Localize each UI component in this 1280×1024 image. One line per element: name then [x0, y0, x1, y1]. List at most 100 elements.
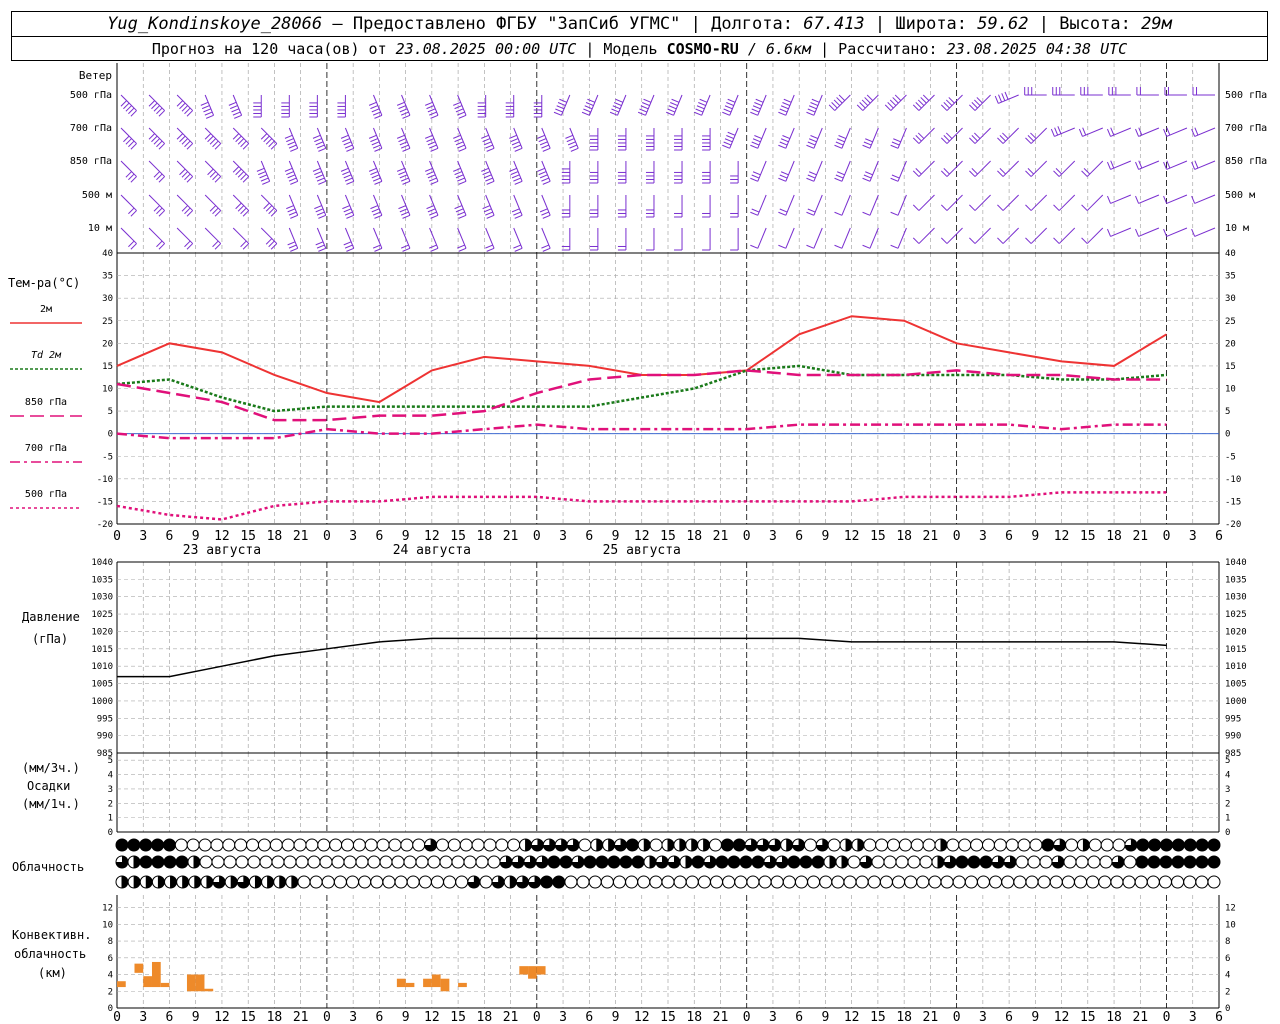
conv-tick-label: 12: [1225, 904, 1236, 914]
wind-barb-feather: [181, 171, 189, 178]
wind-barb-feather: [284, 134, 293, 139]
wind-barb: [232, 127, 250, 150]
wind-barb: [398, 194, 411, 219]
cloud-symbol: [867, 875, 881, 889]
wind-barb-feather: [430, 114, 439, 119]
cloud-symbol: [1148, 838, 1162, 852]
wind-barb-feather: [425, 134, 433, 139]
cloud-fill: [614, 839, 627, 852]
cloud-symbol: [792, 838, 806, 852]
cloud-circle: [710, 875, 724, 889]
wind-barb: [1192, 87, 1215, 96]
wind-barb-feather: [696, 105, 705, 110]
cloud-symbol: [483, 838, 497, 852]
time-tick-label: 3: [349, 529, 357, 544]
wind-barb-feather: [514, 247, 523, 252]
wind-barb-feather: [242, 210, 250, 217]
wind-barb: [617, 161, 627, 184]
wind-barb: [890, 194, 907, 216]
cloud-symbol: [281, 838, 295, 852]
cloud-symbol: [234, 838, 248, 852]
cloud-symbol: [970, 838, 984, 852]
cloud-fill: [127, 839, 140, 851]
cloud-symbol: [333, 875, 347, 889]
wind-barb: [1050, 126, 1075, 137]
temp-tick-label: 30: [102, 294, 113, 304]
wind-barb-feather: [454, 205, 463, 210]
wind-barb: [541, 227, 551, 252]
wind-barb-feather: [998, 94, 1003, 103]
cloud-fill: [938, 856, 944, 868]
cloud-fill: [213, 876, 226, 888]
time-tick-label: 6: [585, 529, 593, 544]
wind-barb-feather: [971, 102, 978, 109]
cloud-symbol: [1003, 855, 1017, 869]
wind-barb-feather: [288, 211, 297, 216]
wind-barb-feather: [242, 243, 250, 250]
wind-barb-feather: [971, 168, 978, 175]
cloud-fill: [500, 856, 512, 868]
cloud-fill: [1136, 839, 1149, 851]
wind-barb: [1106, 227, 1132, 237]
wind-barb-staff: [1002, 194, 1019, 211]
temp-tick-label: 5: [108, 407, 113, 417]
pressure-tick-label: 990: [97, 732, 113, 742]
wind-barb-feather: [567, 141, 576, 146]
time-tick-label: 0: [743, 529, 751, 544]
cloud-symbol: [703, 855, 717, 869]
wind-barb-feather: [201, 105, 210, 110]
time-tick-label: 18: [896, 1010, 912, 1024]
wind-barb-feather: [158, 243, 165, 250]
wind-barb-feather: [1106, 195, 1111, 204]
wind-barb: [674, 228, 683, 251]
wind-barb-feather: [372, 211, 381, 216]
wind-barb-feather: [200, 101, 209, 106]
cloud-symbol: [976, 875, 990, 889]
cloud-circle: [483, 838, 497, 852]
cloud-circle: [1088, 838, 1102, 852]
cloud-symbol: [503, 875, 517, 889]
forecast-label: Прогноз на 120 часа(ов) от: [151, 40, 387, 58]
wind-barb: [617, 195, 627, 218]
wind-barb-feather: [232, 166, 240, 173]
time-tick-label: 9: [822, 1010, 830, 1024]
time-tick-label: 0: [113, 529, 121, 544]
cloud-circle: [843, 875, 857, 889]
wind-barb-feather: [128, 173, 135, 181]
time-tick-label: 0: [1163, 1010, 1171, 1024]
wind-barb-feather: [1110, 127, 1115, 136]
cloud-fill: [608, 856, 620, 868]
wind-barb-staff: [813, 194, 823, 216]
wind-barb: [457, 227, 467, 252]
wind-barb-feather: [668, 105, 677, 110]
cloud-symbol: [151, 838, 165, 852]
wind-barb-feather: [205, 114, 214, 119]
cloud-symbol: [1088, 838, 1102, 852]
wind-barb: [340, 127, 355, 152]
wind-barb-staff: [1030, 194, 1048, 211]
wind-barb: [148, 227, 165, 250]
wind-barb-feather: [371, 108, 380, 113]
cloud-circle: [463, 855, 477, 869]
wind-barb-feather: [262, 180, 270, 185]
cloud-fill: [584, 856, 596, 868]
cloud-fill: [1083, 839, 1090, 851]
cloud-symbol: [1146, 875, 1160, 889]
cloud-symbol: [495, 838, 509, 852]
time-tick-label: 0: [533, 529, 541, 544]
cloud-symbol: [1147, 855, 1161, 869]
wind-barb-feather: [153, 105, 160, 112]
wind-barb-feather: [312, 134, 321, 139]
legend-label: 700 гПа: [25, 443, 67, 454]
wind-barb-feather: [235, 135, 242, 143]
wind-barb-feather: [1194, 127, 1199, 136]
cloud-symbol: [697, 875, 711, 889]
wind-barb-feather: [242, 176, 250, 183]
cloud-circle: [307, 855, 321, 869]
wind-barb-feather: [997, 137, 1004, 144]
cloud-symbol: [566, 838, 580, 852]
wind-barb: [1053, 194, 1076, 211]
wind-barb-feather: [1057, 126, 1062, 134]
cloud-symbol: [295, 855, 309, 869]
conv-tick-label: 2: [108, 987, 113, 997]
